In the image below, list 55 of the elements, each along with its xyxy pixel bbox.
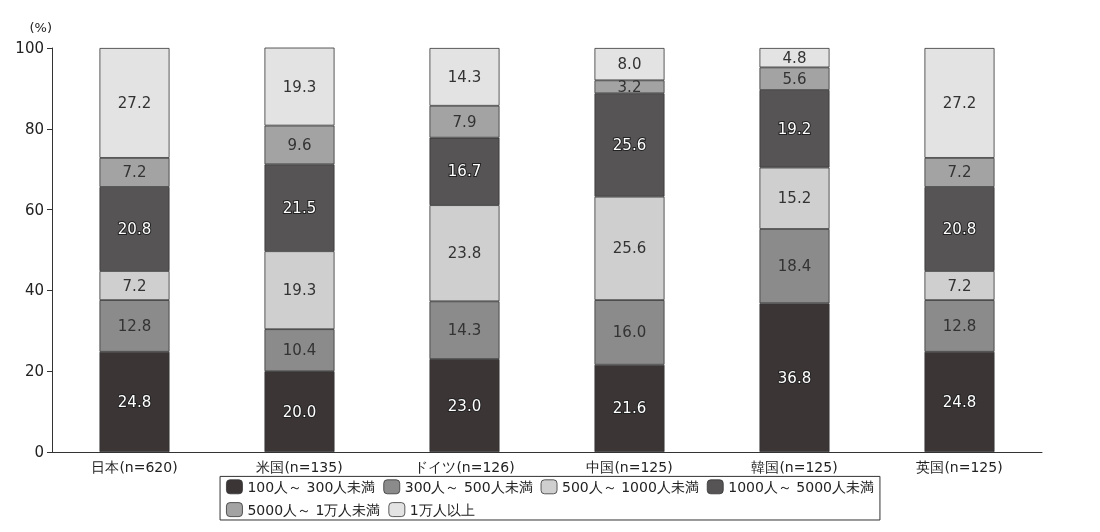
data-label: 5.6: [782, 69, 807, 88]
legend-label: 500人～ 1000人未満: [562, 478, 699, 495]
data-label: 7.2: [947, 276, 972, 295]
legend-label: 5000人～ 1万人未満: [247, 501, 381, 518]
data-label: 18.4: [777, 257, 812, 276]
y-tick-label: 100: [15, 39, 44, 57]
legend-label: 100人～ 300人未満: [247, 478, 376, 495]
data-label: 7.9: [452, 112, 477, 131]
data-label: 16.7: [447, 162, 482, 181]
legend-label: 1万人以上: [409, 501, 475, 518]
data-label: 3.2: [617, 77, 642, 96]
y-axis-title: (%): [29, 20, 52, 35]
x-tick-label: 韓国(n=125): [751, 459, 838, 475]
y-tick-label: 40: [24, 281, 44, 300]
data-label: 14.3: [447, 67, 482, 86]
data-label: 12.8: [942, 316, 977, 335]
data-label: 27.2: [117, 93, 152, 112]
data-label: 19.3: [282, 281, 317, 300]
data-label: 25.6: [612, 135, 647, 154]
data-label: 9.6: [287, 135, 312, 154]
data-label: 12.8: [117, 316, 152, 335]
data-label: 4.8: [782, 48, 807, 67]
x-tick-label: 米国(n=135): [256, 459, 343, 475]
data-label: 27.2: [942, 93, 977, 112]
legend-label: 1000人～ 5000人未満: [728, 478, 874, 495]
data-label: 36.8: [777, 368, 812, 387]
x-tick-label: 中国(n=125): [586, 459, 673, 475]
data-label: 14.3: [447, 321, 482, 340]
data-label: 7.2: [122, 163, 147, 182]
data-label: 21.6: [612, 399, 647, 418]
data-label: 24.8: [942, 392, 977, 411]
data-label: 19.2: [777, 119, 812, 138]
data-label: 24.8: [117, 392, 152, 411]
data-label: 7.2: [947, 163, 972, 182]
data-label: 16.0: [612, 323, 647, 342]
x-tick-label: 英国(n=125): [916, 459, 1003, 475]
data-label: 7.2: [122, 276, 147, 295]
data-label: 8.0: [617, 55, 642, 74]
data-label: 15.2: [777, 189, 812, 208]
x-tick-label: 日本(n=620): [91, 459, 178, 475]
data-label: 21.5: [282, 198, 317, 217]
data-label: 20.0: [282, 402, 317, 421]
y-tick-label: 80: [24, 119, 44, 138]
data-label: 10.4: [282, 341, 317, 360]
data-label: 25.6: [612, 239, 647, 258]
y-tick-label: 60: [24, 200, 44, 219]
data-label: 23.0: [447, 396, 482, 415]
data-label: 23.8: [447, 244, 482, 263]
y-tick-label: 0: [34, 443, 44, 461]
legend-label: 300人～ 500人未満: [404, 478, 533, 495]
data-label: 20.8: [117, 219, 152, 238]
data-label: 19.3: [282, 77, 317, 96]
y-tick-label: 20: [24, 362, 44, 381]
x-tick-label: ドイツ(n=126): [414, 459, 515, 475]
data-label: 20.8: [942, 219, 977, 238]
